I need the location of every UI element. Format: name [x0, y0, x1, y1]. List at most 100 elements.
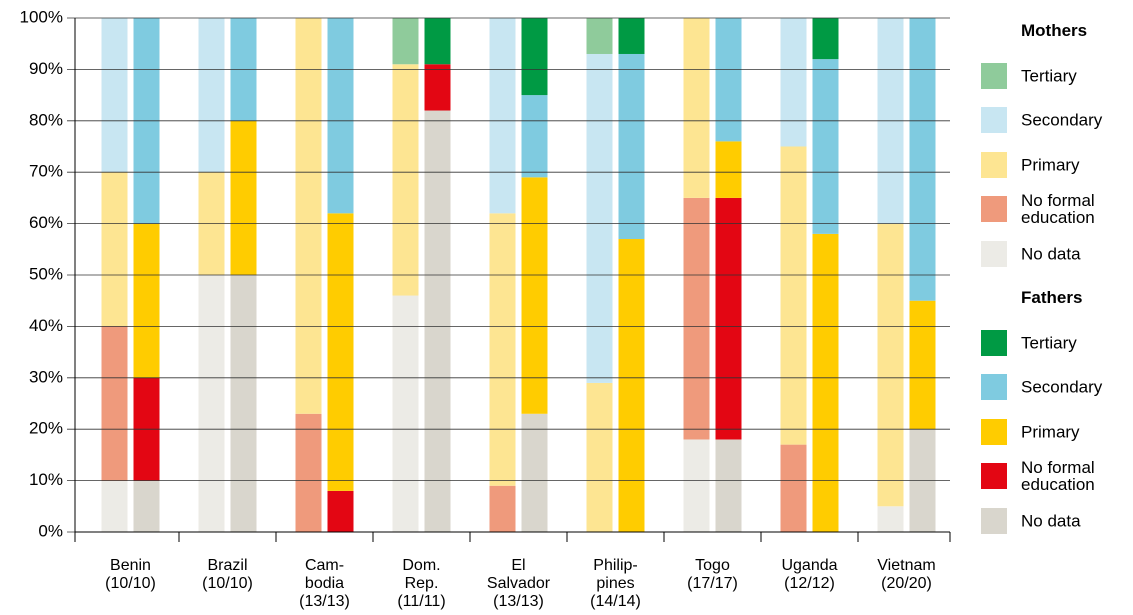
bar-segment [812, 18, 839, 60]
legend-swatch [981, 107, 1007, 133]
x-tick-label: (11/11) [397, 593, 445, 610]
legend: Mothers Tertiary Secondary Primary No formal… [981, 9, 1133, 543]
x-tick-label: Uganda [781, 557, 837, 574]
bar-segment [909, 300, 936, 430]
bar-segment [489, 485, 516, 532]
bar-segment [392, 18, 419, 65]
bar-segment [392, 295, 419, 532]
bar-segment [521, 95, 548, 178]
bar-segment [909, 18, 936, 301]
bar-segment [489, 18, 516, 214]
legend-item: Primary [981, 143, 1133, 188]
bar-segment [327, 490, 354, 532]
bar-segment [295, 18, 322, 414]
legend-group: Mothers [981, 9, 1133, 54]
legend-label: Primary [1021, 422, 1080, 442]
x-tick-label: Philip- [593, 557, 637, 574]
bar-segment [101, 480, 128, 532]
y-tick-label: 10% [29, 470, 63, 489]
x-tick-label: Brazil [207, 557, 247, 574]
bar-segment [424, 18, 451, 65]
legend-label: No formal education [1021, 458, 1095, 495]
legend-item: Tertiary [981, 54, 1133, 99]
legend-swatch [981, 374, 1007, 400]
bar-segment [812, 233, 839, 532]
bar-segment [780, 444, 807, 532]
bar-segment [715, 141, 742, 198]
legend-header: Mothers [1021, 21, 1088, 41]
legend-swatch [981, 507, 1007, 534]
legend-swatch [981, 463, 1007, 489]
legend-item: Tertiary [981, 321, 1133, 366]
x-tick-label: Togo [695, 557, 730, 574]
x-tick-label: (10/10) [105, 575, 156, 592]
x-tick-label: (13/13) [493, 593, 544, 610]
x-tick-label: pines [596, 575, 634, 592]
y-tick-label: 40% [29, 316, 63, 335]
bar-segment [101, 172, 128, 327]
legend-item: No formal education [981, 187, 1133, 232]
bar-segment [101, 18, 128, 173]
bar-segment [230, 120, 257, 275]
legend-label: No data [1021, 244, 1081, 264]
bar-segment [618, 239, 645, 532]
legend-label: No formal education [1021, 191, 1095, 228]
y-tick-label: 80% [29, 110, 63, 129]
legend-item: No formal education [981, 454, 1133, 499]
legend-label: Tertiary [1021, 66, 1077, 86]
y-tick-label: 30% [29, 367, 63, 386]
bar-segment [618, 53, 645, 240]
legend-swatch [981, 151, 1007, 178]
x-tick-label: (17/17) [687, 575, 738, 592]
legend-item: No data [981, 232, 1133, 277]
y-tick-label: 100% [20, 7, 63, 26]
bar-segment [586, 18, 613, 54]
legend-swatch [981, 329, 1007, 356]
x-tick-label: (14/14) [590, 593, 641, 610]
x-tick-label: (12/12) [784, 575, 835, 592]
legend-label: Secondary [1021, 377, 1103, 397]
x-tick-label: Benin [110, 557, 151, 574]
bar-segment [133, 480, 160, 532]
bar-segment [327, 213, 354, 491]
bar-segment [327, 18, 354, 214]
x-tick-label: Salvador [487, 575, 551, 592]
bar-segment [780, 146, 807, 445]
bar-segment [780, 18, 807, 147]
legend-label: Tertiary [1021, 333, 1077, 353]
legend-item: Secondary [981, 365, 1133, 410]
legend-group: Fathers [981, 276, 1133, 321]
y-tick-label: 20% [29, 419, 63, 438]
chart: Benin(10/10)Brazil(10/10)Cam-bodia(13/13… [20, 7, 951, 610]
y-tick-label: 60% [29, 213, 63, 232]
legend-label: No data [1021, 511, 1081, 531]
x-tick-label: Dom. [402, 557, 440, 574]
bar-segment [877, 506, 904, 532]
bar-segment [877, 223, 904, 507]
bar-segment [715, 439, 742, 532]
bar-segment [101, 326, 128, 481]
legend-swatch [981, 240, 1007, 267]
bar-segment [198, 18, 225, 173]
bar-segment [424, 64, 451, 111]
bar-segment [295, 413, 322, 532]
legend-header: Fathers [1021, 288, 1083, 308]
x-tick-label: (20/20) [881, 575, 932, 592]
legend-swatch [981, 196, 1007, 222]
legend-item: Primary [981, 410, 1133, 455]
legend-swatch [981, 62, 1007, 89]
bar-segment [715, 18, 742, 142]
bar-segment [198, 275, 225, 532]
x-tick-label: El [511, 557, 525, 574]
bar-segment [812, 59, 839, 234]
bar-segment [133, 223, 160, 378]
x-tick-label: (13/13) [299, 593, 350, 610]
x-tick-label: Vietnam [877, 557, 935, 574]
x-tick-label: (10/10) [202, 575, 253, 592]
legend-item: Secondary [981, 98, 1133, 143]
legend-label: Primary [1021, 155, 1080, 175]
bar-segment [586, 382, 613, 532]
bar-segment [586, 53, 613, 383]
bar-segment [230, 275, 257, 532]
